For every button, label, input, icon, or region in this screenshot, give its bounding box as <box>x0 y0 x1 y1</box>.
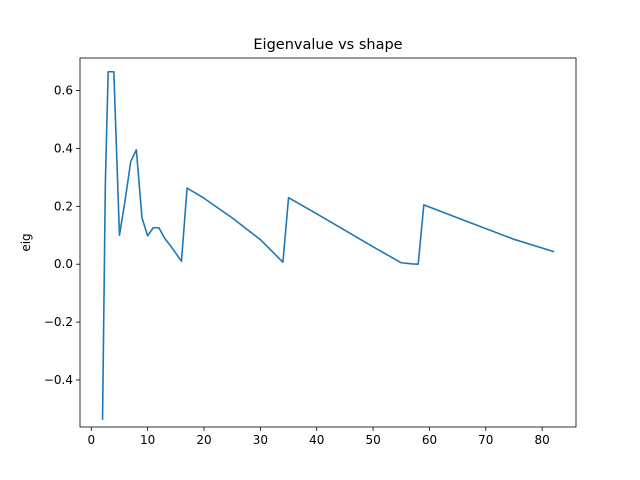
y-tick-label: −0.2 <box>44 315 73 329</box>
y-axis-label: eig <box>19 233 33 251</box>
plot-area <box>79 57 577 428</box>
y-tick-label: 0.6 <box>54 84 73 98</box>
x-tick-label: 60 <box>422 433 437 447</box>
x-tick-label: 30 <box>253 433 268 447</box>
chart-title: Eigenvalue vs shape <box>253 37 402 53</box>
x-tick-label: 10 <box>140 433 155 447</box>
x-axis: 0 10 20 30 40 50 60 70 80 <box>87 427 550 447</box>
y-tick-label: 0.2 <box>54 199 73 213</box>
x-tick-label: 0 <box>87 433 95 447</box>
series-line-0 <box>101 70 555 420</box>
x-tick-label: 40 <box>309 433 324 447</box>
x-tick-label: 50 <box>365 433 380 447</box>
series-layer <box>101 70 555 420</box>
y-tick-label: 0.0 <box>54 257 73 271</box>
y-tick-label: 0.4 <box>54 141 73 155</box>
x-tick-label: 20 <box>196 433 211 447</box>
y-axis: −0.4 −0.2 0.0 0.2 0.4 0.6 <box>44 84 80 387</box>
x-tick-label: 70 <box>478 433 493 447</box>
y-tick-label: −0.4 <box>44 373 73 387</box>
x-tick-label: 80 <box>535 433 550 447</box>
